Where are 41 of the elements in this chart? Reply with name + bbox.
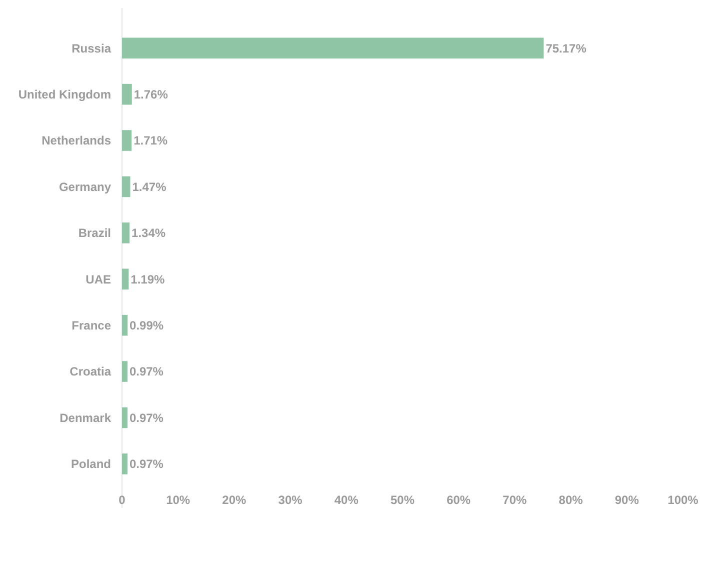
data-label: 0.97% xyxy=(129,457,164,472)
x-tick-label: 20% xyxy=(222,493,247,508)
x-tick-label: 70% xyxy=(502,493,528,508)
y-tick-label: United Kingdom xyxy=(18,88,111,102)
y-tick-label: UAE xyxy=(86,272,111,286)
x-tick-label: 0 xyxy=(118,493,126,508)
y-tick-label: Brazil xyxy=(78,226,111,240)
data-label: 1.71% xyxy=(134,134,168,148)
x-tick-label: 40% xyxy=(334,493,359,508)
x-tick-label: 10% xyxy=(166,493,190,508)
y-tick-label: Denmark xyxy=(60,410,112,425)
data-label: 0.99% xyxy=(130,318,164,332)
bar xyxy=(122,130,132,151)
bar xyxy=(122,314,128,336)
x-tick-label: 80% xyxy=(558,493,584,508)
x-tick-label: 30% xyxy=(278,493,303,508)
x-tick-label: 100% xyxy=(668,493,699,508)
x-tick-label: 90% xyxy=(614,493,640,508)
y-tick-label: Russia xyxy=(72,41,112,56)
y-tick-label: Germany xyxy=(58,180,112,194)
y-tick-label: Croatia xyxy=(70,364,112,379)
x-tick-label: 50% xyxy=(390,493,415,508)
data-label: 1.47% xyxy=(132,180,167,194)
data-label: 1.34% xyxy=(132,226,166,240)
data-label: 1.76% xyxy=(134,88,168,102)
bar xyxy=(122,176,130,198)
data-label: 0.97% xyxy=(129,410,164,425)
bar xyxy=(122,454,128,474)
data-label: 0.97% xyxy=(129,364,164,379)
bar xyxy=(122,84,132,105)
data-label: 75.17% xyxy=(546,41,587,56)
y-tick-label: Poland xyxy=(70,457,111,472)
data-label: 1.19% xyxy=(130,272,166,286)
bar xyxy=(122,268,129,290)
bar xyxy=(122,407,128,428)
bar xyxy=(122,361,128,382)
bar xyxy=(122,38,544,58)
bar xyxy=(122,222,130,244)
x-tick-label: 60% xyxy=(446,493,471,508)
y-tick-label: Netherlands xyxy=(42,134,112,148)
y-tick-label: France xyxy=(72,318,112,332)
